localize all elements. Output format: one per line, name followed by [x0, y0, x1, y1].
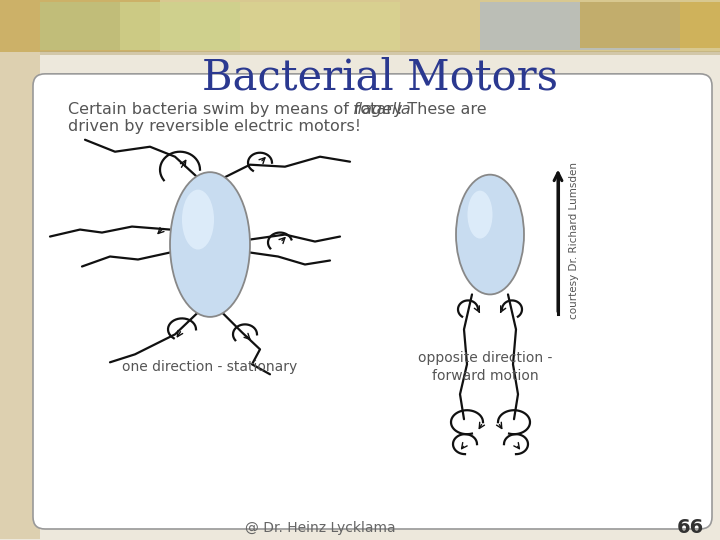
Bar — [0, 0, 720, 52]
Ellipse shape — [170, 172, 250, 317]
Text: opposite direction -
forward motion: opposite direction - forward motion — [418, 351, 552, 383]
Text: courtesy Dr. Richard Lumsden: courtesy Dr. Richard Lumsden — [569, 162, 579, 319]
Text: flagella: flagella — [353, 102, 412, 117]
Bar — [40, 51, 720, 55]
Ellipse shape — [182, 190, 214, 249]
Text: Certain bacteria swim by means of rotary: Certain bacteria swim by means of rotary — [68, 102, 408, 117]
Text: @ Dr. Heinz Lycklama: @ Dr. Heinz Lycklama — [245, 521, 395, 535]
Text: one direction - stationary: one direction - stationary — [122, 360, 297, 374]
Text: driven by reversible electric motors!: driven by reversible electric motors! — [68, 119, 361, 134]
Bar — [0, 0, 40, 539]
Bar — [0, 0, 160, 52]
FancyBboxPatch shape — [33, 74, 712, 529]
Text: . These are: . These are — [397, 102, 487, 117]
Text: 66: 66 — [676, 518, 703, 537]
Ellipse shape — [467, 191, 492, 239]
Bar — [580, 2, 720, 48]
Text: Bacterial Motors: Bacterial Motors — [202, 57, 558, 99]
Ellipse shape — [456, 174, 524, 294]
Bar — [120, 2, 400, 50]
Bar — [480, 2, 680, 50]
Bar — [40, 2, 240, 50]
